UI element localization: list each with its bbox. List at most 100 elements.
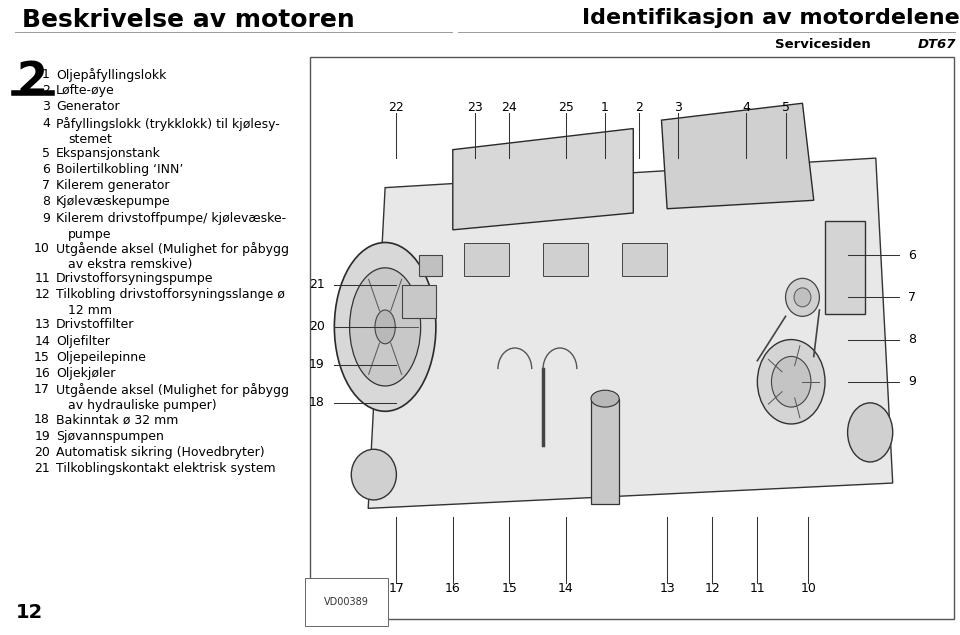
Text: Kilerem generator: Kilerem generator <box>56 179 170 192</box>
Ellipse shape <box>375 310 396 344</box>
Text: 11: 11 <box>750 582 765 595</box>
Text: 9: 9 <box>42 211 50 225</box>
Text: 3: 3 <box>42 100 50 114</box>
Polygon shape <box>369 158 893 509</box>
Bar <box>402 284 436 319</box>
Ellipse shape <box>351 450 396 500</box>
Text: 23: 23 <box>468 101 483 114</box>
Text: 12: 12 <box>35 288 50 301</box>
Text: 11: 11 <box>35 272 50 285</box>
Text: Kilerem drivstoffpumpe/ kjølevæske-: Kilerem drivstoffpumpe/ kjølevæske- <box>56 211 286 225</box>
Text: 2: 2 <box>42 84 50 97</box>
Text: Drivstoffilter: Drivstoffilter <box>56 318 134 331</box>
Text: 15: 15 <box>35 351 50 364</box>
Text: Tilkobling drivstofforsyningsslange ø: Tilkobling drivstofforsyningsslange ø <box>56 288 285 301</box>
Text: 13: 13 <box>660 582 675 595</box>
Ellipse shape <box>757 340 825 424</box>
Text: Bakinntak ø 32 mm: Bakinntak ø 32 mm <box>56 413 179 426</box>
Text: 17: 17 <box>389 582 404 595</box>
Text: 14: 14 <box>558 582 573 595</box>
Text: Beskrivelse av motoren: Beskrivelse av motoren <box>22 8 355 32</box>
Text: Servicesiden: Servicesiden <box>775 38 875 51</box>
Text: Løfte-øye: Løfte-øye <box>56 84 115 97</box>
Text: 20: 20 <box>35 446 50 459</box>
Text: 19: 19 <box>35 430 50 443</box>
Text: 6: 6 <box>42 163 50 176</box>
Bar <box>591 399 619 504</box>
Text: 12 mm: 12 mm <box>68 304 112 318</box>
Text: Automatisk sikring (Hovedbryter): Automatisk sikring (Hovedbryter) <box>56 446 265 459</box>
Text: 25: 25 <box>558 101 573 114</box>
Text: Boilertilkobling ‘INN’: Boilertilkobling ‘INN’ <box>56 163 183 176</box>
Text: Oljepåfyllingslokk: Oljepåfyllingslokk <box>56 68 166 82</box>
Text: 7: 7 <box>42 179 50 192</box>
Ellipse shape <box>848 403 893 462</box>
Text: 19: 19 <box>309 358 324 371</box>
Text: 5: 5 <box>781 101 789 114</box>
Text: 2: 2 <box>635 101 643 114</box>
Text: 12: 12 <box>16 603 43 622</box>
Bar <box>543 243 588 276</box>
Text: 8: 8 <box>908 333 916 346</box>
Text: Påfyllingslokk (trykklokk) til kjølesy-: Påfyllingslokk (trykklokk) til kjølesy- <box>56 117 279 131</box>
Ellipse shape <box>785 278 820 316</box>
Text: 16: 16 <box>444 582 461 595</box>
Bar <box>825 222 865 314</box>
Text: 24: 24 <box>501 101 517 114</box>
Ellipse shape <box>591 390 619 407</box>
Text: pumpe: pumpe <box>68 228 111 241</box>
Text: 16: 16 <box>35 367 50 380</box>
Text: 8: 8 <box>42 196 50 208</box>
Text: 12: 12 <box>705 582 720 595</box>
Text: Oljekjøler: Oljekjøler <box>56 367 115 380</box>
Ellipse shape <box>349 268 420 386</box>
Text: 22: 22 <box>389 101 404 114</box>
Text: 21: 21 <box>35 462 50 475</box>
Text: 20: 20 <box>309 321 324 333</box>
Text: Drivstofforsyningspumpe: Drivstofforsyningspumpe <box>56 272 213 285</box>
Bar <box>464 243 509 276</box>
Text: Identifikasjon av motordelene: Identifikasjon av motordelene <box>583 8 960 28</box>
Text: av ekstra remskive): av ekstra remskive) <box>68 258 192 271</box>
Text: 1: 1 <box>42 68 50 81</box>
Text: Oljepeilepinne: Oljepeilepinne <box>56 351 146 364</box>
Text: Oljefilter: Oljefilter <box>56 335 109 347</box>
Text: 10: 10 <box>801 582 816 595</box>
Ellipse shape <box>334 243 436 411</box>
Bar <box>419 255 442 276</box>
Text: Tilkoblingskontakt elektrisk system: Tilkoblingskontakt elektrisk system <box>56 462 276 475</box>
Ellipse shape <box>794 288 811 307</box>
Text: 21: 21 <box>309 278 324 291</box>
Text: 14: 14 <box>35 335 50 347</box>
Text: 5: 5 <box>42 147 50 160</box>
Ellipse shape <box>772 356 811 407</box>
Text: 4: 4 <box>742 101 750 114</box>
Text: 18: 18 <box>35 413 50 426</box>
Polygon shape <box>661 104 814 209</box>
Text: DT67: DT67 <box>918 38 956 51</box>
Bar <box>310 57 954 619</box>
Text: 17: 17 <box>35 383 50 396</box>
Text: 7: 7 <box>908 291 916 304</box>
Text: Utgående aksel (Mulighet for påbygg: Utgående aksel (Mulighet for påbygg <box>56 242 289 256</box>
Text: 1: 1 <box>601 101 609 114</box>
Text: Utgående aksel (Mulighet for påbygg: Utgående aksel (Mulighet for påbygg <box>56 383 289 397</box>
Text: VD00389: VD00389 <box>324 597 369 607</box>
Text: 4: 4 <box>42 117 50 130</box>
Text: 3: 3 <box>675 101 683 114</box>
Text: Ekspansjonstank: Ekspansjonstank <box>56 147 161 160</box>
Text: Sjøvannspumpen: Sjøvannspumpen <box>56 430 164 443</box>
Text: av hydrauliske pumper): av hydrauliske pumper) <box>68 399 217 412</box>
Text: 13: 13 <box>35 318 50 331</box>
Text: 15: 15 <box>501 582 517 595</box>
Text: stemet: stemet <box>68 133 112 146</box>
Text: 18: 18 <box>309 396 324 410</box>
Text: 2: 2 <box>16 60 47 103</box>
Bar <box>622 243 667 276</box>
Polygon shape <box>453 128 634 230</box>
Text: 10: 10 <box>35 242 50 255</box>
Text: 6: 6 <box>908 249 916 262</box>
Text: 9: 9 <box>908 375 916 388</box>
Text: Kjølevæskepumpe: Kjølevæskepumpe <box>56 196 171 208</box>
Text: Generator: Generator <box>56 100 120 114</box>
